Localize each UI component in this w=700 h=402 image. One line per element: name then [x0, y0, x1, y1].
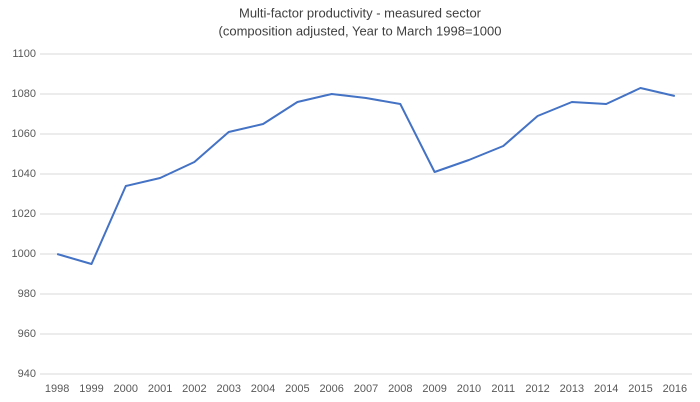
y-tick-label: 1020 — [12, 208, 36, 220]
x-tick-label: 2007 — [354, 383, 378, 395]
x-tick-label: 2011 — [491, 383, 515, 395]
x-tick-label: 2014 — [594, 383, 618, 395]
y-tick-label: 1060 — [12, 128, 36, 140]
x-tick-label: 1999 — [79, 383, 103, 395]
y-tick-label: 1040 — [12, 168, 36, 180]
y-tick-label: 1000 — [12, 248, 36, 260]
y-tick-label: 960 — [18, 328, 36, 340]
x-tick-label: 2013 — [560, 383, 584, 395]
chart-title: Multi-factor productivity - measured sec… — [239, 5, 482, 20]
x-tick-label: 2016 — [663, 383, 687, 395]
x-tick-label: 2004 — [251, 383, 275, 395]
y-tick-label: 1100 — [12, 48, 36, 60]
x-tick-label: 1998 — [45, 383, 69, 395]
x-tick-label: 2015 — [628, 383, 652, 395]
data-line — [56, 87, 676, 265]
x-tick-label: 2005 — [285, 383, 309, 395]
y-tick-label: 980 — [18, 288, 36, 300]
chart-subtitle: (composition adjusted, Year to March 199… — [219, 23, 502, 38]
x-tick-label: 2002 — [182, 383, 206, 395]
y-tick-label: 1080 — [12, 88, 36, 100]
x-tick-label: 2009 — [422, 383, 446, 395]
x-tick-label: 2003 — [216, 383, 240, 395]
x-tick-label: 2010 — [457, 383, 481, 395]
x-tick-label: 2012 — [525, 383, 549, 395]
x-tick-label: 2001 — [148, 383, 172, 395]
y-tick-label: 940 — [18, 368, 36, 380]
x-tick-label: 2008 — [388, 383, 412, 395]
x-tick-label: 2006 — [319, 383, 343, 395]
x-tick-label: 2000 — [114, 383, 138, 395]
